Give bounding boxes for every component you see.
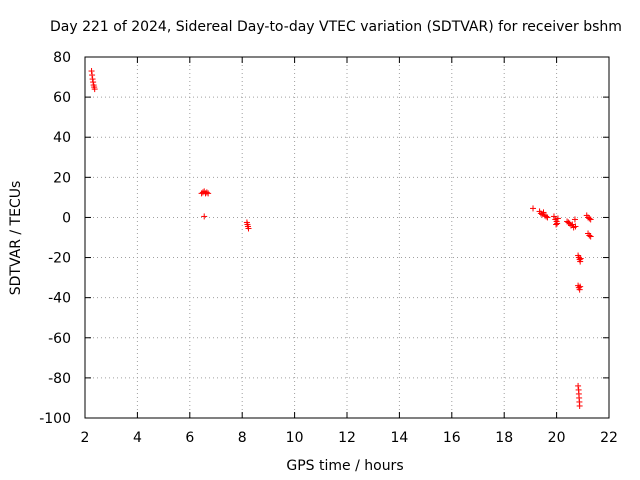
chart-title: Day 221 of 2024, Sidereal Day-to-day VTE… <box>50 19 622 35</box>
x-tick-label: 14 <box>390 430 408 446</box>
x-tick-label: 20 <box>548 430 566 446</box>
y-tick-label: -100 <box>39 411 71 427</box>
data-point <box>569 221 576 228</box>
data-point <box>88 68 95 75</box>
data-point <box>543 213 550 220</box>
tick-labels: 2 4 6 8 10 12 14 16 18 20 22 -100 -80 -60 -40 -20 0 20 40 6… <box>39 50 618 446</box>
data-point <box>586 232 593 239</box>
data-point <box>203 189 210 196</box>
x-axis-label: GPS time / hours <box>286 458 403 474</box>
data-point <box>550 213 557 220</box>
data-point <box>553 221 560 228</box>
data-point <box>245 225 252 232</box>
data-point <box>577 258 584 265</box>
data-point <box>201 213 208 220</box>
y-tick-label: 20 <box>53 170 71 186</box>
data-point <box>565 219 572 226</box>
data-point <box>587 216 594 223</box>
x-tick-label: 2 <box>81 430 90 446</box>
data-point <box>91 86 98 93</box>
data-point <box>540 209 547 216</box>
data-point <box>577 283 584 290</box>
x-tick-label: 16 <box>443 430 461 446</box>
data-point <box>90 79 97 86</box>
data-point <box>575 382 582 389</box>
y-tick-label: 0 <box>62 210 71 226</box>
data-point <box>544 214 551 221</box>
data-point <box>530 205 537 212</box>
x-tick-label: 22 <box>600 430 618 446</box>
data-point <box>587 233 594 240</box>
y-tick-label: 80 <box>53 50 71 66</box>
y-tick-label: -20 <box>48 251 71 267</box>
data-point <box>205 190 212 197</box>
y-tick-label: 40 <box>53 130 71 146</box>
data-point <box>576 402 583 409</box>
data-point <box>571 216 578 223</box>
y-tick-label: -40 <box>48 291 71 307</box>
data-points <box>88 68 594 409</box>
grid-layer <box>85 57 609 418</box>
data-point <box>576 286 583 293</box>
x-tick-label: 12 <box>338 430 356 446</box>
y-tick-label: -60 <box>48 331 71 347</box>
data-point <box>554 215 561 222</box>
y-tick-label: 60 <box>53 90 71 106</box>
data-point <box>537 210 544 217</box>
data-point <box>586 215 593 222</box>
data-point <box>554 220 561 227</box>
x-tick-label: 10 <box>286 430 304 446</box>
x-tick-label: 18 <box>495 430 513 446</box>
data-point <box>89 76 96 83</box>
plot-frame <box>84 56 610 419</box>
x-tick-label: 8 <box>238 430 247 446</box>
y-tick-label: -80 <box>48 371 71 387</box>
y-axis-label: SDTVAR / TECUs <box>8 181 24 296</box>
data-point <box>572 223 579 230</box>
x-tick-label: 6 <box>185 430 194 446</box>
x-tick-label: 4 <box>133 430 142 446</box>
data-point <box>577 255 584 262</box>
data-point <box>89 72 96 79</box>
